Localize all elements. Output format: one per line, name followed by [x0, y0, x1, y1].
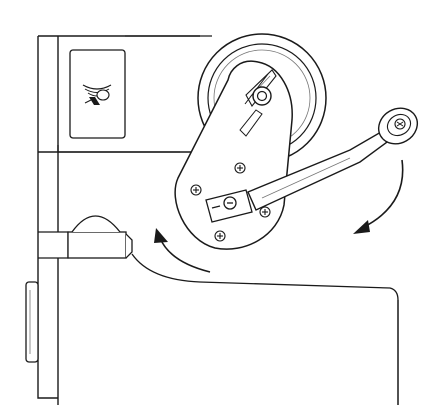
- upper-arm-outline: [58, 35, 212, 153]
- pivot-bolt: [252, 86, 272, 106]
- screw-icon: [214, 230, 226, 242]
- screw-icon: [234, 162, 246, 174]
- lower-bracket: [38, 215, 133, 259]
- crank-clamp: [205, 189, 253, 223]
- plate-screws: [190, 162, 271, 242]
- curved-arrow-icon: [353, 159, 404, 234]
- screw-icon: [259, 206, 271, 218]
- machine-base: [131, 253, 399, 405]
- curved-arrow-icon: [154, 228, 211, 273]
- screw-icon: [190, 184, 202, 196]
- side-knob: [25, 281, 39, 363]
- sewing-machine-logo-icon: [82, 84, 112, 105]
- logo-plate: [69, 49, 126, 139]
- crank-mounting-plate: [174, 60, 293, 250]
- crank-knob[interactable]: [372, 101, 424, 150]
- screw-icon: [394, 118, 406, 130]
